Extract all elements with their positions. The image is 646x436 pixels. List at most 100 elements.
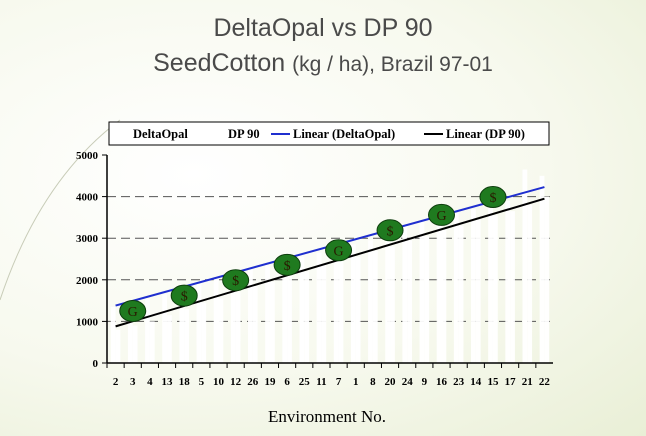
subtitle-main: SeedCotton [153,49,286,77]
bar-deltaopal [230,273,236,363]
bar-dp90 [458,225,464,363]
bar-dp90 [252,286,258,363]
legend-swatch-dp90 [216,129,225,138]
y-tick-label: 5000 [76,150,99,162]
x-tick-label: 5 [199,376,205,388]
bar-deltaopal [162,294,168,363]
x-tick-label: 8 [370,376,376,388]
legend-label-deltaopal: DeltaOpal [133,127,188,141]
marker-label: $ [387,224,394,239]
marker-oval [273,253,301,276]
bar-dp90 [407,240,412,363]
bar-deltaopal [402,225,408,363]
bar-deltaopal [419,221,425,363]
bar-dp90 [372,250,378,363]
bar-deltaopal [265,265,270,363]
marker-oval [376,219,404,242]
decorative-curve [0,119,121,301]
slide-title: DeltaOpal vs DP 90 [213,14,433,42]
bar-deltaopal [505,200,511,363]
bar-dp90 [355,256,361,363]
x-tick-label: 26 [247,376,259,388]
x-tick-label: 11 [316,376,326,388]
bar-deltaopal [333,246,339,363]
legend-label-linear-dp90: Linear (DP 90) [446,127,525,141]
bar-deltaopal [488,204,493,363]
bar-dp90 [544,196,550,363]
marker-oval [222,269,250,292]
x-tick-label: 18 [179,376,191,388]
bar-deltaopal [196,283,202,363]
bar-dp90 [184,308,189,363]
slide-subtitle: SeedCotton (kg / ha), Brazil 97-01 [0,49,646,78]
bar-deltaopal [299,256,305,363]
bar-deltaopal [110,306,116,363]
x-tick-label: 24 [402,376,414,388]
bar-deltaopal [213,277,219,363]
bar-deltaopal [282,259,288,363]
bar-dp90 [304,271,310,363]
x-tick-label: 14 [470,376,482,388]
x-tick-label: 3 [130,376,136,388]
legend-swatch-deltaopal [120,129,129,138]
x-tick-label: 13 [162,376,174,388]
legend-box [108,121,550,146]
x-tick-label: 7 [336,376,342,388]
subtitle-unit: (kg / ha) [292,53,370,76]
bar-deltaopal [385,234,391,363]
bar-dp90 [492,215,498,363]
x-tick-label: 6 [284,376,290,388]
bar-dp90 [527,204,533,363]
bar-deltaopal [522,169,528,363]
marker-label: $ [489,191,496,206]
bar-dp90 [218,298,224,363]
bar-dp90 [287,275,292,363]
bar-deltaopal [145,298,150,363]
y-tick-label: 4000 [76,192,99,204]
bar-dp90 [115,329,121,363]
bar-dp90 [167,315,172,363]
bar-dp90 [235,292,241,363]
bar-dp90 [321,265,327,363]
x-tick-label: 25 [299,376,311,388]
y-tick-label: 2000 [76,275,99,287]
x-tick-label: 20 [385,376,397,388]
x-tick-label: 16 [436,376,448,388]
x-tick-label: 2 [113,376,119,388]
legend-label-linear-deltaopal: Linear (DeltaOpal) [293,127,395,141]
marker-oval [325,239,353,262]
marker-label: G [436,209,446,224]
marker-oval [428,203,455,226]
y-tick-label: 1000 [76,316,99,328]
bars-layer [110,169,550,363]
marker-oval [479,186,507,209]
marker-oval [170,284,198,307]
bar-deltaopal [436,217,442,363]
bar-dp90 [390,246,395,363]
x-tick-label: 21 [522,376,533,388]
bar-dp90 [201,302,207,363]
x-tick-label: 17 [505,376,517,388]
bar-dp90 [338,261,344,363]
markers-layer: G $ $ $ G $ G $ [119,186,507,322]
bar-dp90 [510,211,515,363]
bar-deltaopal [127,304,133,363]
x-tick-label: 22 [539,376,551,388]
bar-dp90 [269,281,275,363]
marker-label: $ [181,290,188,305]
bar-deltaopal [350,244,356,363]
x-tick-label: 1 [353,376,359,388]
bar-deltaopal [539,175,545,363]
x-tick-label: 23 [453,376,465,388]
y-tick-label: 3000 [76,233,99,245]
legend: DeltaOpal DP 90 Linear (DeltaOpal) Linea… [108,121,550,146]
x-tick-label: 15 [487,376,499,388]
bar-dp90 [424,236,430,363]
x-tick-label: 12 [230,376,242,388]
x-tick-label: 19 [264,376,276,388]
bar-dp90 [441,229,447,363]
marker-label: $ [284,259,291,274]
marker-oval [119,300,147,322]
